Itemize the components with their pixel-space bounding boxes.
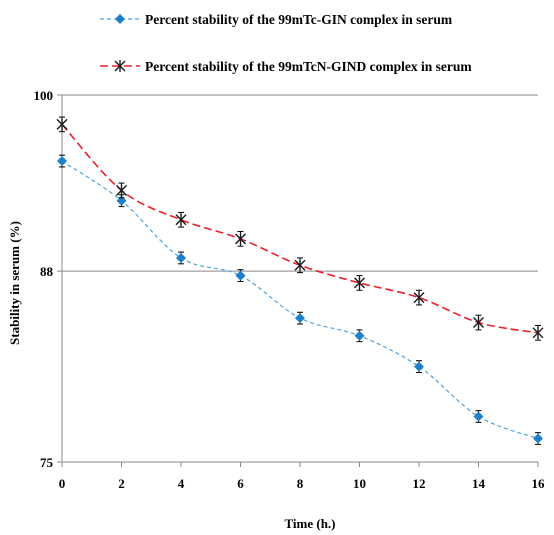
data-point bbox=[414, 361, 424, 372]
legend-label-gind: Percent stability of the 99mTcN-GIND com… bbox=[145, 59, 472, 74]
data-point bbox=[176, 252, 186, 263]
x-tick-label: 14 bbox=[472, 476, 486, 491]
data-point bbox=[116, 184, 127, 197]
y-tick-label: 88 bbox=[40, 264, 54, 279]
x-tick-label: 0 bbox=[59, 476, 66, 491]
series-2 bbox=[56, 116, 544, 341]
y-tick-label: 75 bbox=[40, 455, 54, 470]
legend: Percent stability of the 99mTc-GIN compl… bbox=[100, 12, 472, 74]
x-tick-label: 12 bbox=[413, 476, 426, 491]
data-point bbox=[175, 213, 187, 226]
axes: 0 2 4 6 8 10 12 14 16 75 88 100 bbox=[34, 88, 546, 491]
data-point bbox=[413, 291, 425, 304]
series-1 bbox=[57, 154, 543, 445]
x-tick-label: 8 bbox=[297, 476, 304, 491]
y-tick-label: 100 bbox=[34, 88, 54, 103]
data-point bbox=[56, 118, 68, 131]
legend-item-gind: Percent stability of the 99mTcN-GIND com… bbox=[100, 59, 472, 74]
series-layer bbox=[56, 116, 544, 445]
data-point bbox=[473, 411, 484, 422]
x-tick-label: 16 bbox=[532, 476, 546, 491]
data-point bbox=[533, 433, 543, 444]
legend-item-gin: Percent stability of the 99mTc-GIN compl… bbox=[100, 12, 453, 27]
data-point bbox=[295, 313, 305, 324]
x-tick-label: 10 bbox=[353, 476, 366, 491]
data-point bbox=[235, 270, 246, 281]
gridlines bbox=[62, 94, 538, 272]
series-line bbox=[61, 160, 539, 440]
legend-label-gin: Percent stability of the 99mTc-GIN compl… bbox=[145, 12, 453, 27]
data-point bbox=[354, 276, 365, 289]
series-line bbox=[61, 123, 539, 334]
x-tick-label: 2 bbox=[118, 476, 125, 491]
data-point bbox=[57, 156, 67, 167]
data-point bbox=[235, 232, 246, 245]
y-axis-label: Stability in serum (%) bbox=[7, 221, 22, 345]
legend-diamond-icon bbox=[115, 14, 125, 24]
x-axis-label: Time (h.) bbox=[284, 516, 335, 531]
x-tick-label: 4 bbox=[178, 476, 185, 491]
x-tick-label: 6 bbox=[237, 476, 244, 491]
data-point bbox=[473, 316, 484, 329]
data-point bbox=[294, 259, 306, 272]
legend-asterisk-icon bbox=[114, 60, 126, 72]
data-point bbox=[354, 330, 365, 341]
data-point bbox=[532, 326, 544, 339]
